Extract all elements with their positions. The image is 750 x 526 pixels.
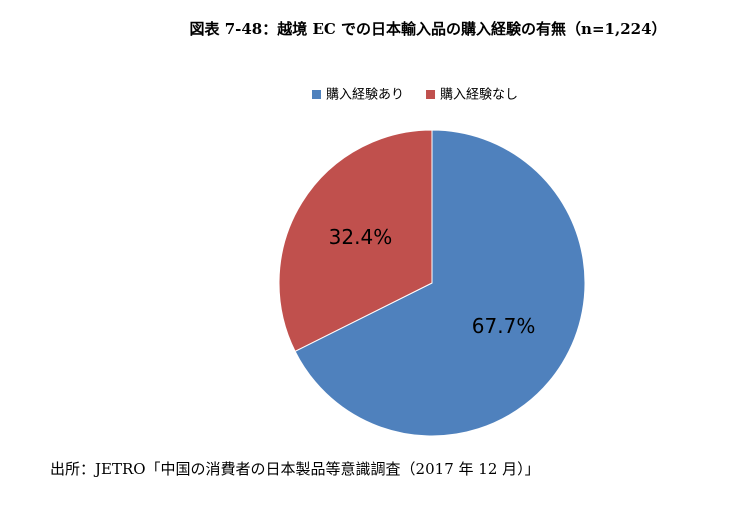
- chart-title: 図表 7-48：越境 EC での日本輸入品の購入経験の有無（n=1,224）: [189, 20, 666, 38]
- legend-swatch: [426, 90, 436, 99]
- source: 出所：JETRO「中国の消費者の日本製品等意識調査（2017 年 12 月）」: [50, 460, 540, 478]
- legend-swatch: [312, 90, 321, 99]
- legend-label: 購入経験あり: [326, 88, 404, 103]
- pie-slice: [278, 129, 433, 352]
- value-label: 67.7%: [472, 314, 536, 338]
- legend-label: 購入経験なし: [440, 88, 518, 103]
- value-label: 32.4%: [329, 225, 393, 249]
- pie-slice: [294, 129, 586, 437]
